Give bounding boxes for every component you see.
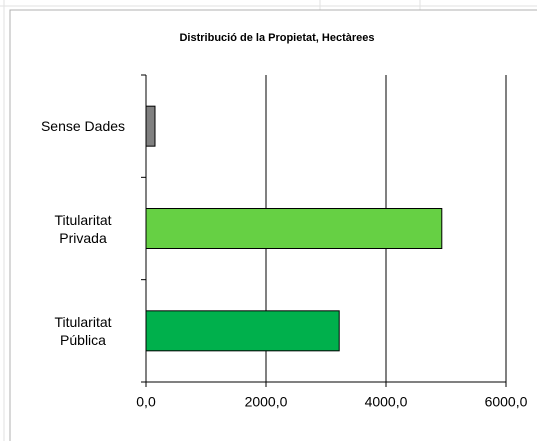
- chart-title: Distribució de la Propietat, Hectàrees: [179, 32, 374, 44]
- y-tick-label: Titularitat Privada: [54, 211, 112, 246]
- bar: [145, 310, 340, 352]
- x-tick-label: 6000,0: [485, 394, 528, 410]
- bar: [145, 208, 443, 249]
- bar: [145, 105, 156, 147]
- x-tick-label: 2000,0: [245, 394, 288, 410]
- y-tick-label: Sense Dades: [40, 118, 126, 135]
- y-tick-label: Titularitat Pública: [54, 313, 112, 348]
- x-tick-label: 0,0: [136, 394, 156, 410]
- x-tick-label: 4000,0: [365, 394, 408, 410]
